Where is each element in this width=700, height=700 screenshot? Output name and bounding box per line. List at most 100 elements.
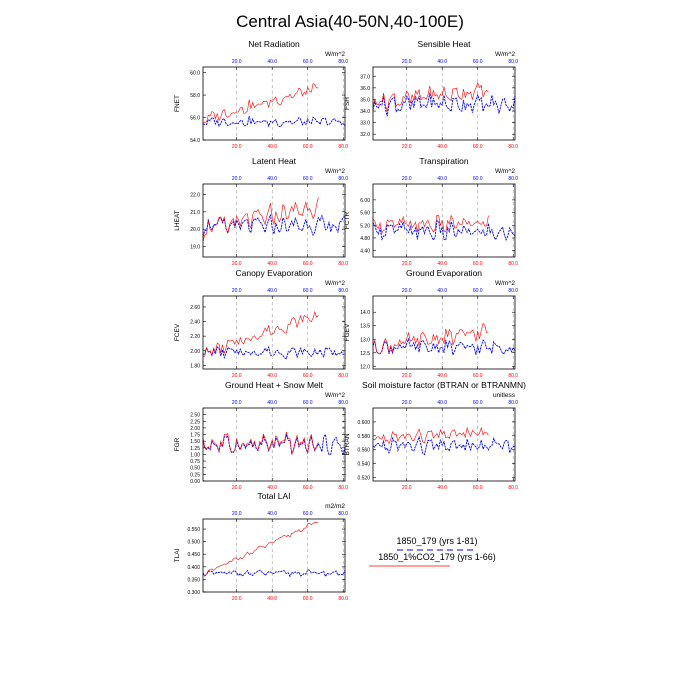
y-tick-label: 54.0 [190, 138, 200, 144]
y-tick-label: 13.0 [360, 337, 370, 343]
x-tick-label-top: 20.0 [232, 288, 242, 294]
y-tick-label: 36.0 [360, 86, 370, 92]
x-tick-label-top: 80.0 [338, 59, 348, 65]
plot-frame [372, 183, 516, 258]
y-tick-label: 0.300 [187, 590, 200, 596]
legend-entry: 1850_179 (yrs 1-81) [396, 536, 478, 551]
panel-tlai: Total LAI m2/m2 TLAI 0.300 0.350 0.400 0.450 0.… [174, 491, 348, 602]
x-tick-label-bottom: 40.0 [437, 144, 447, 150]
panel-lheat: Latent Heat W/m^2 LHEAT 19.0 20.0 21.0 22.0 20.… [174, 156, 348, 267]
y-tick-label: 0.580 [357, 434, 370, 440]
y-tick-label: 0.520 [357, 476, 370, 482]
x-tick-label-bottom: 40.0 [437, 373, 447, 379]
x-tick-label-bottom: 20.0 [402, 261, 412, 267]
units-label: W/m^2 [495, 280, 515, 287]
units-label: W/m^2 [325, 392, 345, 399]
x-tick-label-bottom: 60.0 [303, 485, 313, 491]
panel-fcev: Canopy Evaporation W/m^2 FCEV 1.80 2.00 2.20 2… [174, 268, 348, 379]
legend-entry: 1850_1%CO2_179 (yrs 1-66) [369, 552, 496, 567]
y-axis-label: TLAI [174, 548, 181, 562]
panel-title: Latent Heat [252, 156, 297, 166]
x-tick-label-bottom: 60.0 [473, 485, 483, 491]
y-axis-label: FGEV [344, 323, 351, 341]
series-line-experiment [372, 214, 489, 234]
series-line-control [202, 569, 346, 578]
series-line-experiment [372, 322, 489, 355]
x-tick-label-top: 40.0 [267, 288, 277, 294]
y-tick-label: 0.50 [190, 466, 200, 472]
y-tick-label: 4.80 [360, 236, 370, 242]
x-tick-label-top: 60.0 [303, 511, 313, 517]
x-tick-label-top: 20.0 [402, 400, 412, 406]
x-tick-label-bottom: 60.0 [303, 144, 313, 150]
panels: Net Radiation W/m^2 FNET 54.0 56.0 58.0 60.0 20… [174, 39, 526, 602]
panel-title: Net Radiation [248, 39, 300, 49]
panel-fgr: Ground Heat + Snow MeltW/m^2FGR0.000.250… [174, 380, 348, 491]
series-line-experiment [372, 426, 489, 445]
units-label: W/m^2 [325, 168, 345, 175]
y-tick-label: 34.0 [360, 109, 370, 115]
y-tick-label: 60.0 [190, 71, 200, 77]
x-tick-label-top: 20.0 [232, 511, 242, 517]
y-tick-label: 0.400 [187, 565, 200, 571]
series-line-experiment [202, 197, 319, 242]
y-tick-label: 19.0 [190, 245, 200, 251]
plot-frame [372, 66, 516, 141]
series-line-control [202, 432, 346, 456]
series-line-experiment [203, 83, 319, 123]
x-tick-label-top: 40.0 [437, 59, 447, 65]
x-tick-label-top: 40.0 [267, 511, 277, 517]
plot-frame [202, 183, 346, 258]
y-tick-label: 0.75 [190, 459, 200, 465]
y-tick-label: 1.50 [190, 439, 200, 445]
x-tick-label-bottom: 60.0 [473, 261, 483, 267]
y-tick-label: 1.25 [190, 446, 200, 452]
legend-label: 1850_1%CO2_179 (yrs 1-66) [378, 552, 496, 562]
x-tick-label-bottom: 40.0 [437, 261, 447, 267]
y-tick-label: 2.60 [190, 305, 200, 311]
x-tick-label-bottom: 20.0 [232, 144, 242, 150]
series-line-experiment [372, 82, 489, 112]
units-label: W/m^2 [495, 51, 515, 58]
y-tick-label: 0.450 [187, 552, 200, 558]
x-tick-label-top: 20.0 [232, 59, 242, 65]
series-line-control [372, 435, 516, 456]
panel-title: Transpiration [419, 156, 469, 166]
panel-title: Ground Heat + Snow Melt [225, 380, 324, 390]
panel-title: Sensible Heat [418, 39, 472, 49]
y-tick-label: 12.5 [360, 351, 370, 357]
x-tick-label-top: 60.0 [473, 400, 483, 406]
x-tick-label-top: 20.0 [232, 176, 242, 182]
y-tick-label: 5.20 [360, 223, 370, 229]
y-tick-label: 13.5 [360, 324, 370, 330]
x-tick-label-bottom: 20.0 [232, 261, 242, 267]
x-tick-label-bottom: 80.0 [508, 485, 518, 491]
x-tick-label-top: 40.0 [437, 400, 447, 406]
y-axis-label: LHEAT [174, 210, 181, 230]
x-tick-label-bottom: 80.0 [338, 373, 348, 379]
units-label: m2/m2 [325, 503, 345, 510]
x-tick-label-bottom: 60.0 [473, 373, 483, 379]
y-tick-label: 0.350 [187, 577, 200, 583]
y-tick-label: 21.0 [190, 210, 200, 216]
x-tick-label-bottom: 40.0 [437, 485, 447, 491]
x-tick-label-top: 20.0 [232, 400, 242, 406]
x-tick-label-bottom: 40.0 [267, 373, 277, 379]
units-label: W/m^2 [325, 51, 345, 58]
y-tick-label: 2.00 [190, 426, 200, 432]
x-tick-label-top: 40.0 [437, 176, 447, 182]
y-axis-label: FCTR [344, 212, 351, 230]
units-label: unitless [493, 392, 516, 399]
panel-title: Canopy Evaporation [235, 268, 312, 278]
x-tick-label-top: 80.0 [338, 288, 348, 294]
y-tick-label: 22.0 [190, 192, 200, 198]
x-tick-label-bottom: 60.0 [303, 596, 313, 602]
x-tick-label-top: 60.0 [473, 59, 483, 65]
y-tick-label: 37.0 [360, 74, 370, 80]
units-label: W/m^2 [495, 168, 515, 175]
x-tick-label-top: 80.0 [508, 288, 518, 294]
series-line-control [202, 345, 346, 360]
x-tick-label-bottom: 60.0 [303, 261, 313, 267]
plot-frame [202, 518, 346, 593]
panel-btran: Soil moisture factor (BTRAN or BTRANMN) u… [344, 380, 526, 491]
